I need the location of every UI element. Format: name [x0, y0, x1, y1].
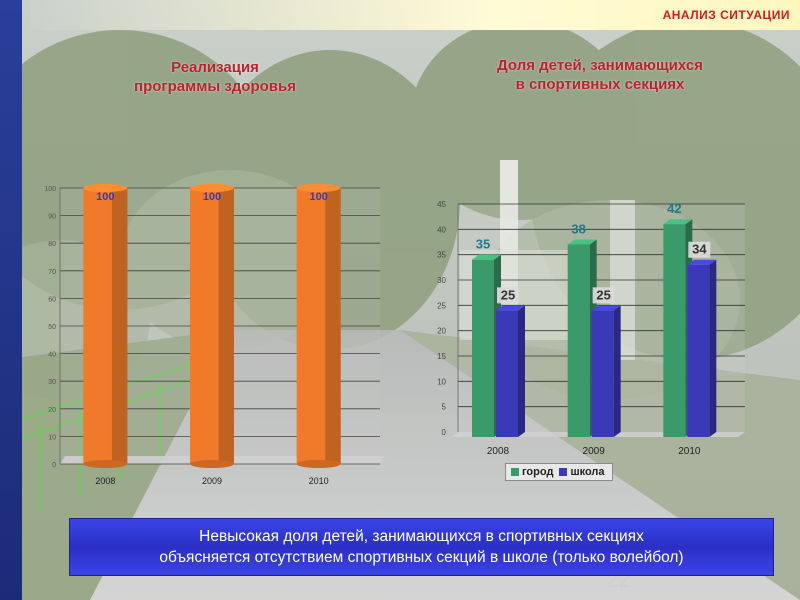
chart1-x-tick-label: 2010: [309, 476, 329, 486]
chart1-y-tick-label: 70: [48, 269, 56, 276]
chart2-title-line2: в спортивных секциях: [515, 76, 685, 93]
legend-item-city: город: [511, 466, 553, 478]
chart2-bar: [472, 259, 494, 437]
chart2-y-tick-label: 20: [437, 327, 446, 336]
chart2-title: Доля детей, занимающихся в спортивных се…: [445, 56, 755, 94]
chart2-y-tick-label: 40: [437, 225, 446, 234]
chart2-legend: город школа: [505, 463, 613, 481]
chart2-data-label-box: [688, 241, 711, 258]
chart2-y-tick-label: 5: [442, 403, 447, 412]
chart1-title: Реализация программы здоровья: [95, 58, 335, 96]
chart2-bar-top: [687, 259, 717, 265]
chart1-y-tick-label: 20: [48, 407, 56, 414]
chart2-bar-top: [567, 239, 597, 245]
chart2-y-tick-label: 30: [437, 276, 446, 285]
chart2-data-label-box: [592, 287, 615, 304]
chart2-bar: [591, 310, 614, 437]
chart1-bar-top: [83, 184, 128, 192]
chart2-bar-top: [663, 219, 693, 225]
chart2-bar: [687, 264, 710, 437]
legend-item-school: школа: [559, 466, 605, 478]
chart1-y-tick-label: 100: [45, 186, 56, 193]
sports-sections-chart: 0 5 10 15 20 25 30 35 40 45 35 25 2008 38 25 2009 42 34 20…: [437, 200, 745, 457]
chart2-bar-top: [472, 254, 501, 260]
conclusion-line2: объясняется отсутствием спортивных секци…: [159, 549, 684, 566]
chart1-bar-base: [190, 460, 234, 468]
chart2-bar: [496, 310, 518, 437]
chart1-bar-base: [83, 460, 128, 468]
chart1-x-tick-label: 2008: [95, 476, 115, 486]
left-accent-bar: [0, 0, 22, 600]
chart2-data-label: 25: [501, 287, 515, 302]
chart1-y-tick-label: 0: [52, 462, 56, 469]
chart2-y-tick-label: 45: [437, 200, 446, 209]
chart1-title-line2: программы здоровья: [134, 78, 296, 95]
chart1-bar-top: [296, 184, 341, 192]
chart2-data-label: 42: [667, 201, 681, 216]
legend-swatch-city: [511, 468, 519, 476]
chart1-y-tick-label: 50: [48, 324, 56, 331]
chart1-bar-shade: [218, 188, 234, 464]
legend-label-school: школа: [570, 466, 605, 478]
chart2-bar: [567, 244, 590, 437]
chart2-bar-side: [613, 305, 621, 437]
conclusion-line1: Невысокая доля детей, занимающихся в спо…: [199, 528, 644, 545]
legend-swatch-school: [559, 468, 568, 476]
chart1-title-line1: Реализация: [171, 59, 259, 76]
chart1-data-label: 100: [309, 191, 327, 203]
chart2-y-tick-label: 15: [437, 352, 446, 361]
chart1-y-tick-label: 80: [48, 241, 56, 248]
chart2-bar-top: [591, 305, 621, 311]
chart1-data-label: 100: [203, 191, 221, 203]
chart2-x-tick-label: 2008: [487, 446, 510, 457]
chart1-bar-top: [190, 184, 234, 192]
chart1-y-tick-label: 40: [48, 352, 56, 359]
legend-label-city: город: [522, 466, 554, 478]
section-label: АНАЛИЗ СИТУАЦИИ: [662, 8, 790, 22]
chart1-y-tick-label: 10: [48, 434, 56, 441]
chart2-y-tick-label: 25: [437, 301, 446, 310]
header-bar: АНАЛИЗ СИТУАЦИИ: [30, 0, 800, 30]
chart2-bar-side: [518, 305, 525, 437]
chart1-x-tick-label: 2009: [202, 476, 222, 486]
chart2-title-line1: Доля детей, занимающихся: [497, 57, 703, 74]
chart1-data-label: 100: [96, 191, 114, 203]
chart2-bar-top: [496, 305, 525, 311]
chart1-bar-base: [296, 460, 341, 468]
chart2-data-label: 25: [596, 287, 610, 302]
chart2-bar-side: [709, 259, 717, 437]
chart2-y-tick-label: 10: [437, 377, 446, 386]
chart1-y-tick-label: 60: [48, 296, 56, 303]
chart1-y-tick-label: 30: [48, 379, 56, 386]
health-program-chart: 0 10 20 30 40 50 60 70 80 90 100 100 2008 100 2009 100 2…: [45, 184, 385, 486]
chart2-y-tick-label: 35: [437, 251, 446, 260]
chart2-data-label: 34: [692, 242, 707, 257]
chart2-x-tick-label: 2009: [583, 446, 606, 457]
chart2-bar: [663, 224, 686, 437]
chart2-x-tick-label: 2010: [678, 446, 701, 457]
chart1-bar-shade: [325, 188, 341, 464]
chart2-y-tick-label: 0: [442, 428, 447, 437]
chart1-bar-shade: [111, 188, 128, 464]
chart2-data-label-box: [497, 287, 519, 304]
chart2-data-label: 35: [476, 237, 490, 252]
conclusion-banner: Невысокая доля детей, занимающихся в спо…: [70, 519, 773, 575]
chart1-y-tick-label: 90: [48, 214, 56, 221]
chart2-data-label: 38: [571, 221, 585, 236]
